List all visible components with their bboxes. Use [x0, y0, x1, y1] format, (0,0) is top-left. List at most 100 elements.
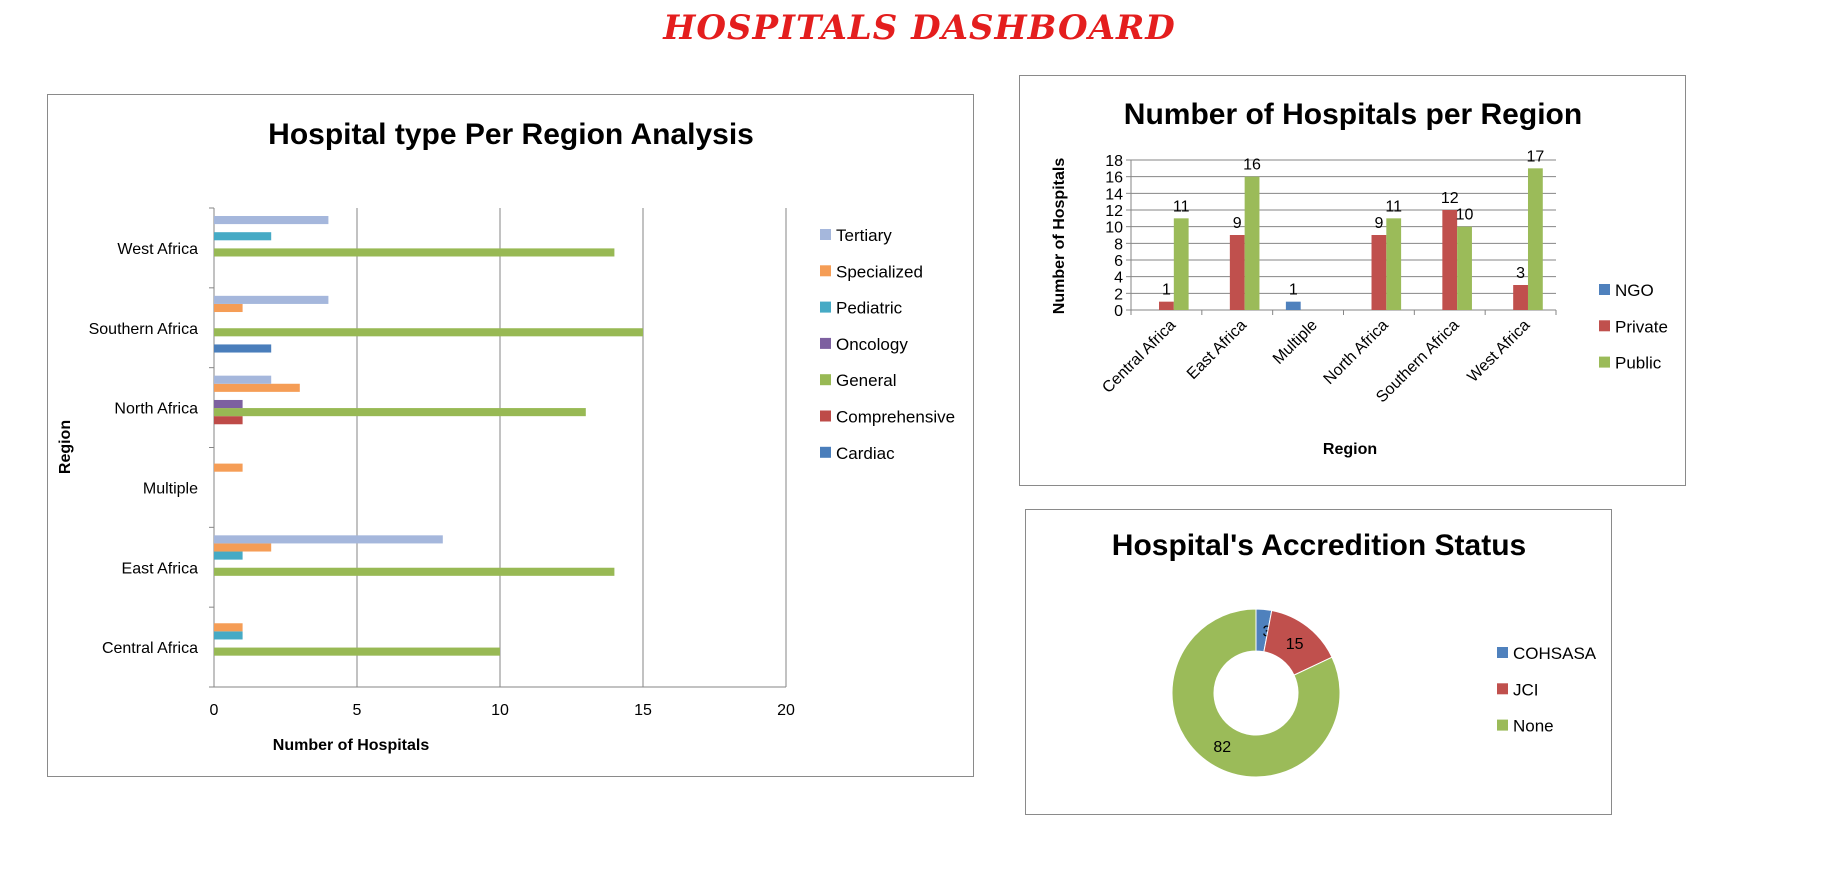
legend-label-tertiary: Tertiary [836, 226, 892, 245]
legend-label-specialized: Specialized [836, 262, 923, 281]
y-axis-label: Number of Hospitals [1051, 158, 1068, 315]
bar-comprehensive-north-africa [214, 416, 243, 425]
x-tick-label: 15 [634, 702, 652, 719]
x-tick-label-multiple: Multiple [1270, 317, 1321, 368]
bar-public-north-africa [1386, 218, 1402, 310]
data-label-public-west-africa: 17 [1526, 148, 1544, 165]
legend-swatch-comprehensive [820, 410, 831, 422]
data-label-private-west-africa: 3 [1516, 265, 1525, 282]
bar-oncology-north-africa [214, 399, 243, 409]
legend-swatch-cardiac [820, 446, 831, 458]
legend-label-ngo: NGO [1615, 281, 1654, 300]
data-label-private-north-africa: 9 [1374, 215, 1383, 232]
chart-title: Hospital's Accredition Status [1112, 529, 1526, 562]
x-tick-label: 10 [491, 702, 509, 719]
legend-swatch-cohsasa [1497, 647, 1508, 658]
bar-general-central-africa [214, 647, 500, 656]
x-axis-label: Region [1323, 441, 1377, 458]
bar-specialized-central-africa [214, 623, 243, 632]
y-tick-label: 8 [1114, 236, 1123, 253]
x-tick-label: 0 [210, 702, 219, 719]
hospital-type-chart: Hospital type Per Region Analysis 0 5 10 15 2… [57, 118, 955, 754]
bar-ngo-multiple [1285, 301, 1301, 310]
data-label-private-southern-africa: 12 [1441, 190, 1459, 207]
legend-label-oncology: Oncology [836, 335, 908, 354]
bar-general-north-africa [214, 408, 586, 417]
legend-swatch-private [1599, 320, 1610, 332]
bar-tertiary-east-africa [214, 535, 443, 544]
y-axis-label: Region [57, 420, 74, 474]
bar-private-east-africa [1229, 235, 1245, 310]
legend-label-comprehensive: Comprehensive [836, 408, 955, 427]
bar-private-north-africa [1371, 235, 1387, 310]
data-label-none: 82 [1213, 739, 1231, 756]
category-label-east-africa: East Africa [122, 560, 199, 577]
category-label-west-africa: West Africa [117, 241, 198, 258]
bar-pediatric-east-africa [214, 551, 243, 560]
x-tick-label-west-africa: West Africa [1464, 317, 1533, 386]
legend-label-none: None [1513, 717, 1554, 736]
dashboard-title: HOSPITALS DASHBOARD [663, 8, 1176, 48]
legend-swatch-ngo [1599, 284, 1610, 295]
legend-swatch-none [1497, 719, 1508, 731]
y-tick-label: 12 [1105, 203, 1123, 220]
bar-pediatric-west-africa [214, 232, 272, 241]
legend-swatch-tertiary [820, 229, 831, 240]
bar-tertiary-west-africa [214, 216, 329, 225]
legend-label-general: General [836, 371, 896, 390]
hospitals-per-region-chart-panel: Number of Hospitals per Region 0 2 4 6 8 10 12 1… [1019, 75, 1686, 486]
accreditation-chart: Hospital's Accredition Status 3 15 82 COHSAS… [1112, 529, 1597, 778]
legend-swatch-oncology [820, 337, 831, 349]
y-tick-label: 2 [1114, 286, 1123, 303]
bar-private-west-africa [1513, 285, 1528, 310]
x-tick-label: 5 [353, 702, 362, 719]
y-tick-label: 4 [1114, 270, 1123, 287]
bar-public-west-africa [1527, 168, 1543, 310]
legend-label-cardiac: Cardiac [836, 444, 895, 463]
category-label-central-africa: Central Africa [102, 640, 198, 657]
legend-swatch-public [1599, 356, 1610, 368]
legend-label-public: Public [1615, 354, 1662, 373]
legend-label-private: Private [1615, 317, 1668, 336]
x-tick-label-east-africa: East Africa [1184, 317, 1250, 383]
bar-private-central-africa [1159, 301, 1174, 310]
legend-swatch-pediatric [820, 301, 831, 313]
bar-tertiary-north-africa [214, 375, 272, 384]
bar-public-east-africa [1244, 176, 1260, 310]
x-tick-label-north-africa: North Africa [1321, 317, 1392, 388]
bar-specialized-southern-africa [214, 303, 243, 313]
chart-title: Hospital type Per Region Analysis [268, 118, 754, 151]
donut-slice-none [1171, 608, 1341, 778]
bar-specialized-east-africa [214, 543, 272, 552]
bar-general-southern-africa [214, 328, 643, 337]
x-tick-label: 20 [777, 702, 795, 719]
data-label-public-north-africa: 11 [1385, 198, 1402, 215]
chart-title: Number of Hospitals per Region [1124, 98, 1582, 131]
legend-swatch-specialized [820, 265, 831, 277]
x-tick-label-central-africa: Central Africa [1099, 317, 1179, 397]
bar-general-east-africa [214, 567, 615, 576]
y-tick-label: 14 [1105, 186, 1123, 203]
data-label-public-east-africa: 16 [1243, 157, 1261, 174]
bar-specialized-north-africa [214, 383, 300, 392]
category-label-north-africa: North Africa [114, 401, 198, 418]
x-axis-label: Number of Hospitals [273, 737, 430, 754]
y-tick-label: 0 [1114, 303, 1123, 320]
y-tick-label: 16 [1105, 170, 1123, 187]
category-label-southern-africa: Southern Africa [89, 321, 199, 338]
bar-pediatric-central-africa [214, 631, 243, 640]
legend-swatch-jci [1497, 683, 1508, 695]
data-label-ngo-multiple: 1 [1289, 282, 1298, 299]
hospitals-per-region-chart: Number of Hospitals per Region0246810121… [1051, 98, 1668, 458]
y-tick-label: 18 [1105, 153, 1123, 170]
bar-general-west-africa [214, 248, 615, 257]
data-label-public-central-africa: 11 [1173, 198, 1190, 215]
data-label-private-east-africa: 9 [1233, 215, 1242, 232]
y-tick-label: 10 [1105, 220, 1123, 237]
bar-public-southern-africa [1457, 226, 1472, 310]
data-label-private-central-africa: 1 [1162, 282, 1171, 299]
bar-tertiary-southern-africa [214, 295, 329, 304]
category-label-multiple: Multiple [143, 480, 198, 497]
accreditation-chart-panel: Hospital's Accredition Status 3 15 82 COHSAS… [1025, 509, 1612, 815]
bar-specialized-multiple [214, 463, 243, 472]
